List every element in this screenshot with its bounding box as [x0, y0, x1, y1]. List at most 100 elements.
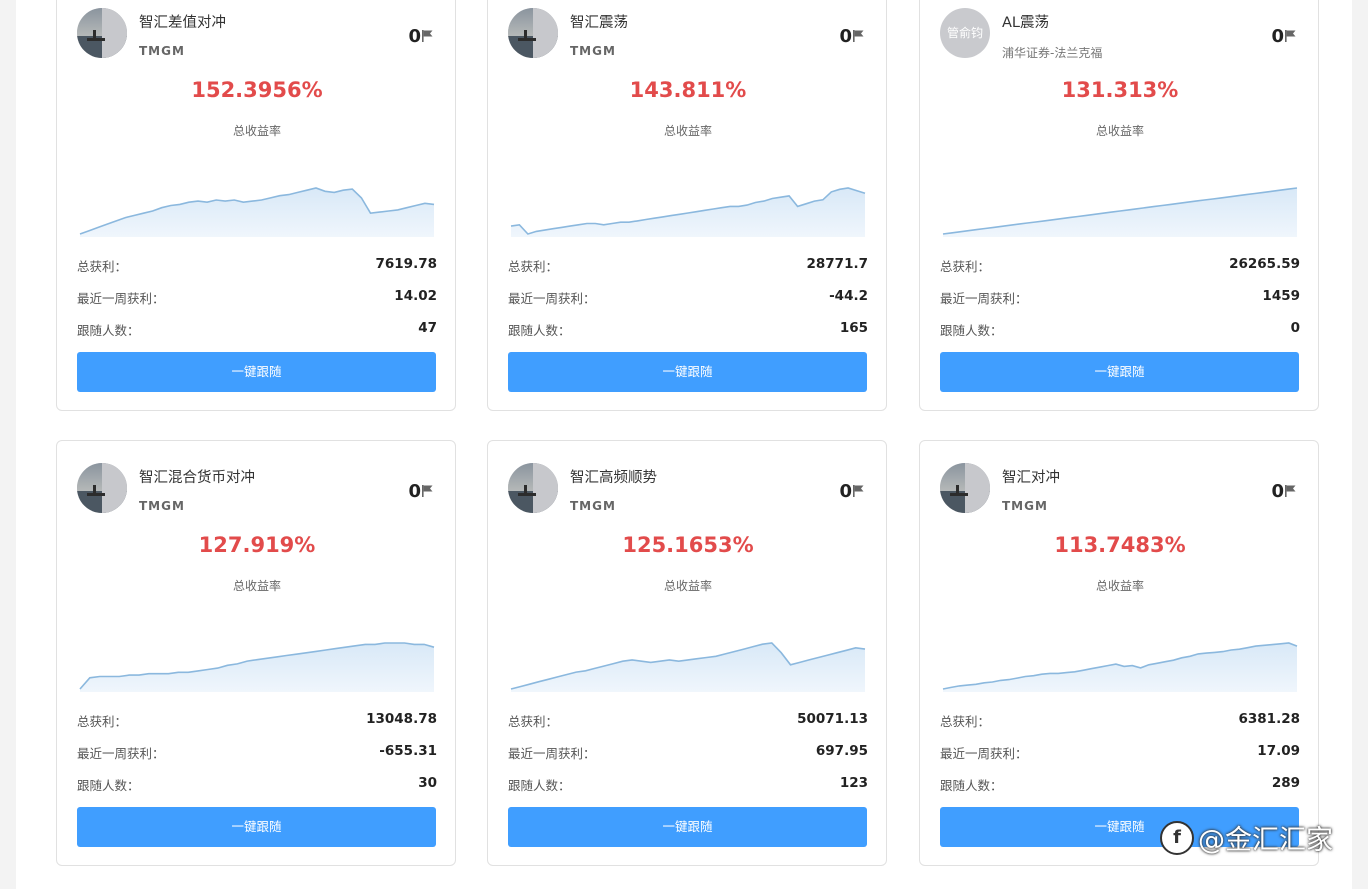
avatar[interactable]	[940, 463, 990, 513]
total-profit-value: 28771.7	[806, 256, 869, 272]
equity-curve-area	[80, 643, 434, 692]
total-return-rate: 127.919%	[198, 533, 316, 557]
equity-curve-chart	[79, 642, 435, 692]
flag-icon[interactable]	[422, 26, 433, 47]
flag-counter[interactable]: 0	[1271, 481, 1296, 502]
broker-name: TMGM	[570, 499, 616, 513]
flag-counter[interactable]: 0	[839, 481, 864, 502]
flag-icon[interactable]	[1285, 481, 1296, 502]
strategy-card: 智汇震荡 TMGM 0 143.811% 总收益率总获利： 28771.7 最近一周获利： -…	[487, 0, 887, 411]
flag-icon[interactable]	[422, 481, 433, 502]
strategy-name[interactable]: AL震荡	[1002, 15, 1049, 31]
avatar[interactable]	[77, 8, 127, 58]
strategy-name[interactable]: 智汇高频顺势	[570, 470, 657, 486]
week-profit-label: 最近一周获利：	[940, 291, 1028, 306]
followers-label: 跟随人数：	[940, 323, 1003, 338]
total-profit-label: 总获利：	[940, 259, 991, 274]
total-profit-value: 50071.13	[797, 711, 868, 727]
equity-curve-area	[80, 188, 434, 237]
week-profit-value: 1459	[1262, 288, 1300, 304]
equity-curve-line	[79, 187, 435, 235]
total-profit-label: 总获利：	[940, 714, 991, 729]
total-return-label: 总收益率	[232, 124, 281, 138]
strategy-name[interactable]: 智汇差值对冲	[139, 15, 226, 31]
follow-button[interactable]: 一键跟随	[940, 352, 1299, 392]
followers-label: 跟随人数：	[508, 778, 571, 793]
equity-curve-line	[79, 642, 435, 690]
followers-label: 跟随人数：	[77, 323, 140, 338]
equity-curve-chart	[79, 187, 435, 237]
equity-curve-line	[510, 187, 866, 235]
flag-count: 0	[1271, 26, 1284, 47]
flag-counter[interactable]: 0	[839, 26, 864, 47]
equity-curve-chart	[510, 187, 866, 237]
watermark: f @金汇汇家	[1160, 818, 1333, 857]
total-return-label: 总收益率	[663, 579, 712, 593]
flag-counter[interactable]: 0	[1271, 26, 1296, 47]
total-return-rate: 113.7483%	[1054, 533, 1186, 557]
broker-name: TMGM	[570, 44, 616, 58]
equity-curve-chart	[942, 642, 1298, 692]
strategy-name[interactable]: 智汇混合货币对冲	[139, 470, 255, 486]
total-return-rate: 143.811%	[629, 78, 747, 102]
strategy-name[interactable]: 智汇对冲	[1002, 470, 1060, 486]
flag-counter[interactable]: 0	[408, 481, 433, 502]
total-profit-value: 26265.59	[1229, 256, 1300, 272]
flag-count: 0	[839, 481, 852, 502]
follow-button[interactable]: 一键跟随	[77, 807, 436, 847]
total-profit-value: 6381.28	[1238, 711, 1301, 727]
broker-name: TMGM	[139, 499, 185, 513]
week-profit-label: 最近一周获利：	[77, 291, 165, 306]
equity-curve-area	[943, 643, 1297, 692]
avatar[interactable]	[508, 463, 558, 513]
follow-button[interactable]: 一键跟随	[940, 807, 1299, 847]
week-profit-value: 697.95	[815, 743, 868, 759]
week-profit-value: -655.31	[379, 743, 437, 759]
flag-count: 0	[408, 26, 421, 47]
followers-value: 123	[839, 775, 868, 791]
total-return-label: 总收益率	[232, 579, 281, 593]
equity-curve-chart	[510, 642, 866, 692]
followers-value: 0	[1290, 320, 1300, 336]
flag-icon[interactable]	[853, 481, 864, 502]
total-profit-value: 13048.78	[366, 711, 437, 727]
total-return-rate: 131.313%	[1061, 78, 1179, 102]
followers-value: 289	[1271, 775, 1300, 791]
week-profit-value: -44.2	[829, 288, 868, 304]
total-return-label: 总收益率	[663, 124, 712, 138]
follow-button[interactable]: 一键跟随	[508, 807, 867, 847]
flag-icon[interactable]	[1285, 26, 1296, 47]
total-profit-label: 总获利：	[77, 259, 128, 274]
flag-counter[interactable]: 0	[408, 26, 433, 47]
avatar[interactable]: 管俞钧	[940, 8, 990, 58]
week-profit-label: 最近一周获利：	[77, 746, 165, 761]
flag-icon[interactable]	[853, 26, 864, 47]
week-profit-label: 最近一周获利：	[508, 291, 596, 306]
total-profit-label: 总获利：	[508, 259, 559, 274]
followers-label: 跟随人数：	[508, 323, 571, 338]
week-profit-label: 最近一周获利：	[940, 746, 1028, 761]
equity-curve-chart	[942, 187, 1298, 237]
followers-label: 跟随人数：	[77, 778, 140, 793]
follow-button[interactable]: 一键跟随	[77, 352, 436, 392]
broker-name: 浦华证券-法兰克福	[1002, 46, 1103, 60]
total-profit-value: 7619.78	[375, 256, 438, 272]
total-profit-label: 总获利：	[508, 714, 559, 729]
equity-curve-area	[511, 643, 865, 692]
watermark-text: @金汇汇家	[1198, 825, 1333, 856]
strategy-card: 智汇对冲 TMGM 0 113.7483% 总收益率 总获利： 6381.28 最近一周获利：…	[919, 440, 1319, 866]
avatar[interactable]	[508, 8, 558, 58]
flag-count: 0	[839, 26, 852, 47]
followers-value: 165	[839, 320, 868, 336]
strategy-name[interactable]: 智汇震荡	[570, 15, 628, 31]
strategy-card: 管俞钧 AL震荡 浦华证券-法兰克福 0 131.313% 总收益率 总获利： 26265.5…	[919, 0, 1319, 411]
avatar[interactable]	[77, 463, 127, 513]
total-return-rate: 125.1653%	[622, 533, 754, 557]
strategy-card: 智汇差值对冲 TMGM 0 152.3956% 总收益率 总获利： 7619.78 最近一周获…	[56, 0, 456, 411]
strategy-card: 智汇混合货币对冲 TMGM 0 127.919% 总收益率 总获利： 13048.78 最近一…	[56, 440, 456, 866]
week-profit-label: 最近一周获利：	[508, 746, 596, 761]
follow-button[interactable]: 一键跟随	[508, 352, 867, 392]
flag-count: 0	[1271, 481, 1284, 502]
flag-count: 0	[408, 481, 421, 502]
followers-value: 47	[418, 320, 437, 336]
